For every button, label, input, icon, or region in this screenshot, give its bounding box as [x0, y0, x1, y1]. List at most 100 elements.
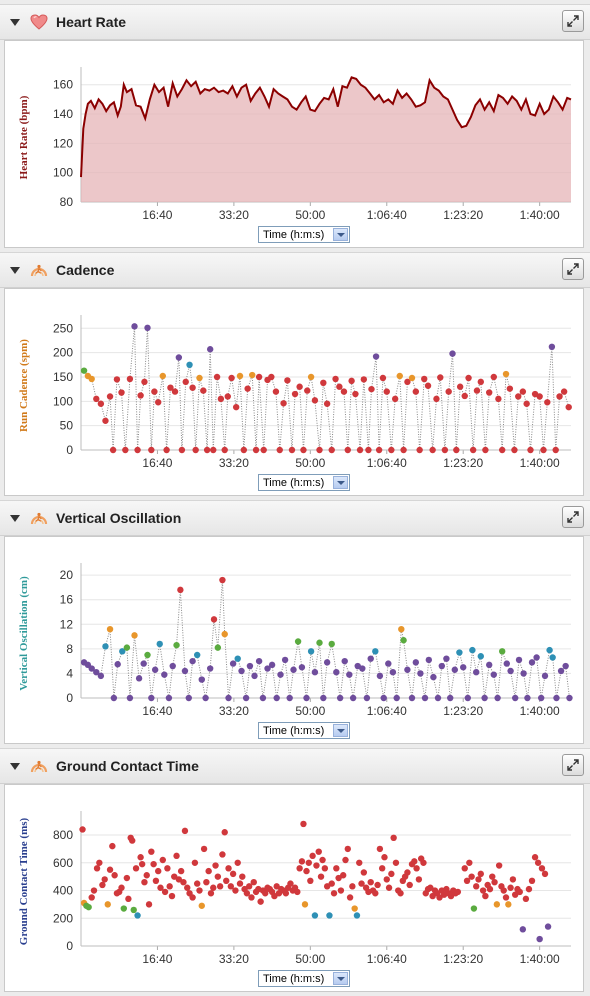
data-point: [212, 862, 219, 869]
data-point: [339, 872, 347, 879]
dropdown-arrow-icon[interactable]: [333, 972, 348, 985]
expand-button[interactable]: [562, 506, 584, 528]
series-connector: [263, 379, 269, 451]
x-axis-selector[interactable]: Time (h:m:s): [258, 970, 350, 987]
series-connector: [488, 664, 495, 675]
collapse-toggle-icon[interactable]: [10, 267, 20, 274]
data-point: [113, 376, 121, 383]
data-point: [255, 657, 263, 665]
data-point: [486, 885, 494, 893]
data-point: [294, 888, 301, 896]
data-point: [385, 884, 393, 891]
series-connector: [174, 357, 180, 392]
data-point: [219, 576, 226, 584]
expand-button[interactable]: [562, 754, 584, 776]
data-point: [169, 662, 176, 670]
data-point: [250, 878, 257, 886]
data-point: [110, 694, 118, 702]
series-connector: [258, 376, 265, 451]
data-point: [244, 385, 251, 392]
series-connector: [509, 388, 515, 451]
data-point: [300, 820, 307, 828]
data-point: [240, 446, 248, 454]
series-connector: [306, 651, 312, 699]
data-point: [473, 669, 480, 676]
data-point: [316, 639, 323, 646]
data-point: [436, 894, 443, 901]
series-connector: [202, 390, 208, 451]
y-axis-title: Heart Rate (bpm): [18, 95, 30, 179]
y-tick-label: 80: [60, 195, 74, 209]
y-tick-label: 100: [53, 394, 73, 408]
data-point: [219, 851, 226, 858]
series-connector: [129, 635, 136, 699]
data-point: [106, 393, 114, 400]
series-connector: [392, 672, 398, 699]
dropdown-arrow-icon[interactable]: [333, 724, 348, 737]
data-point: [200, 387, 207, 394]
data-point: [441, 446, 449, 454]
panel-header: Ground Contact Time: [0, 748, 590, 784]
series-connector: [448, 353, 454, 392]
data-point: [538, 865, 546, 872]
series-connector: [112, 379, 118, 451]
data-point: [511, 891, 519, 898]
y-tick-label: 200: [53, 911, 73, 925]
expand-button[interactable]: [562, 258, 584, 280]
collapse-toggle-icon[interactable]: [10, 515, 20, 522]
series-connector: [526, 403, 531, 451]
data-point: [434, 694, 442, 702]
y-tick-label: 400: [53, 884, 73, 898]
data-point: [234, 655, 241, 662]
series-connector: [310, 651, 316, 673]
series-connector: [195, 377, 200, 451]
data-point: [456, 383, 464, 390]
data-point: [189, 894, 196, 901]
data-point: [315, 848, 322, 855]
dropdown-arrow-icon[interactable]: [333, 228, 348, 241]
data-point: [374, 881, 381, 889]
x-axis-selector[interactable]: Time (h:m:s): [258, 226, 350, 243]
data-point: [566, 694, 573, 702]
data-point: [88, 375, 95, 383]
data-point: [359, 665, 366, 672]
y-axis-title: Vertical Oscillation (cm): [18, 576, 30, 691]
data-point: [528, 877, 536, 885]
panel-title: Ground Contact Time: [56, 758, 199, 774]
collapse-toggle-icon[interactable]: [10, 19, 20, 26]
data-point: [379, 374, 387, 382]
data-point: [101, 876, 108, 883]
series-connector: [523, 673, 528, 699]
x-axis-selector[interactable]: Time (h:m:s): [258, 474, 350, 491]
data-point: [507, 667, 514, 675]
data-point: [376, 672, 384, 680]
data-point: [221, 630, 228, 638]
series-connector: [121, 392, 126, 451]
y-tick-label: 140: [53, 107, 73, 121]
series-connector: [192, 387, 197, 451]
data-point: [159, 372, 166, 380]
data-point: [541, 672, 549, 680]
series-connector: [302, 390, 308, 451]
data-point: [180, 878, 187, 886]
data-point: [229, 660, 237, 667]
data-point: [560, 388, 568, 395]
data-point: [351, 905, 358, 912]
series-connector: [297, 641, 303, 668]
data-point: [383, 876, 390, 883]
data-point: [352, 390, 359, 398]
series-connector: [284, 659, 291, 699]
y-tick-label: 100: [53, 166, 73, 180]
y-tick-label: 150: [53, 370, 73, 384]
data-point: [544, 399, 551, 406]
expand-button[interactable]: [562, 10, 584, 32]
series-connector: [188, 661, 194, 699]
x-axis-selector[interactable]: Time (h:m:s): [258, 722, 350, 739]
data-point: [120, 905, 128, 912]
data-point: [328, 446, 335, 454]
series-connector: [209, 619, 215, 669]
collapse-toggle-icon[interactable]: [10, 763, 20, 770]
dropdown-arrow-icon[interactable]: [333, 476, 348, 489]
data-point: [303, 694, 310, 702]
data-point: [291, 390, 299, 398]
